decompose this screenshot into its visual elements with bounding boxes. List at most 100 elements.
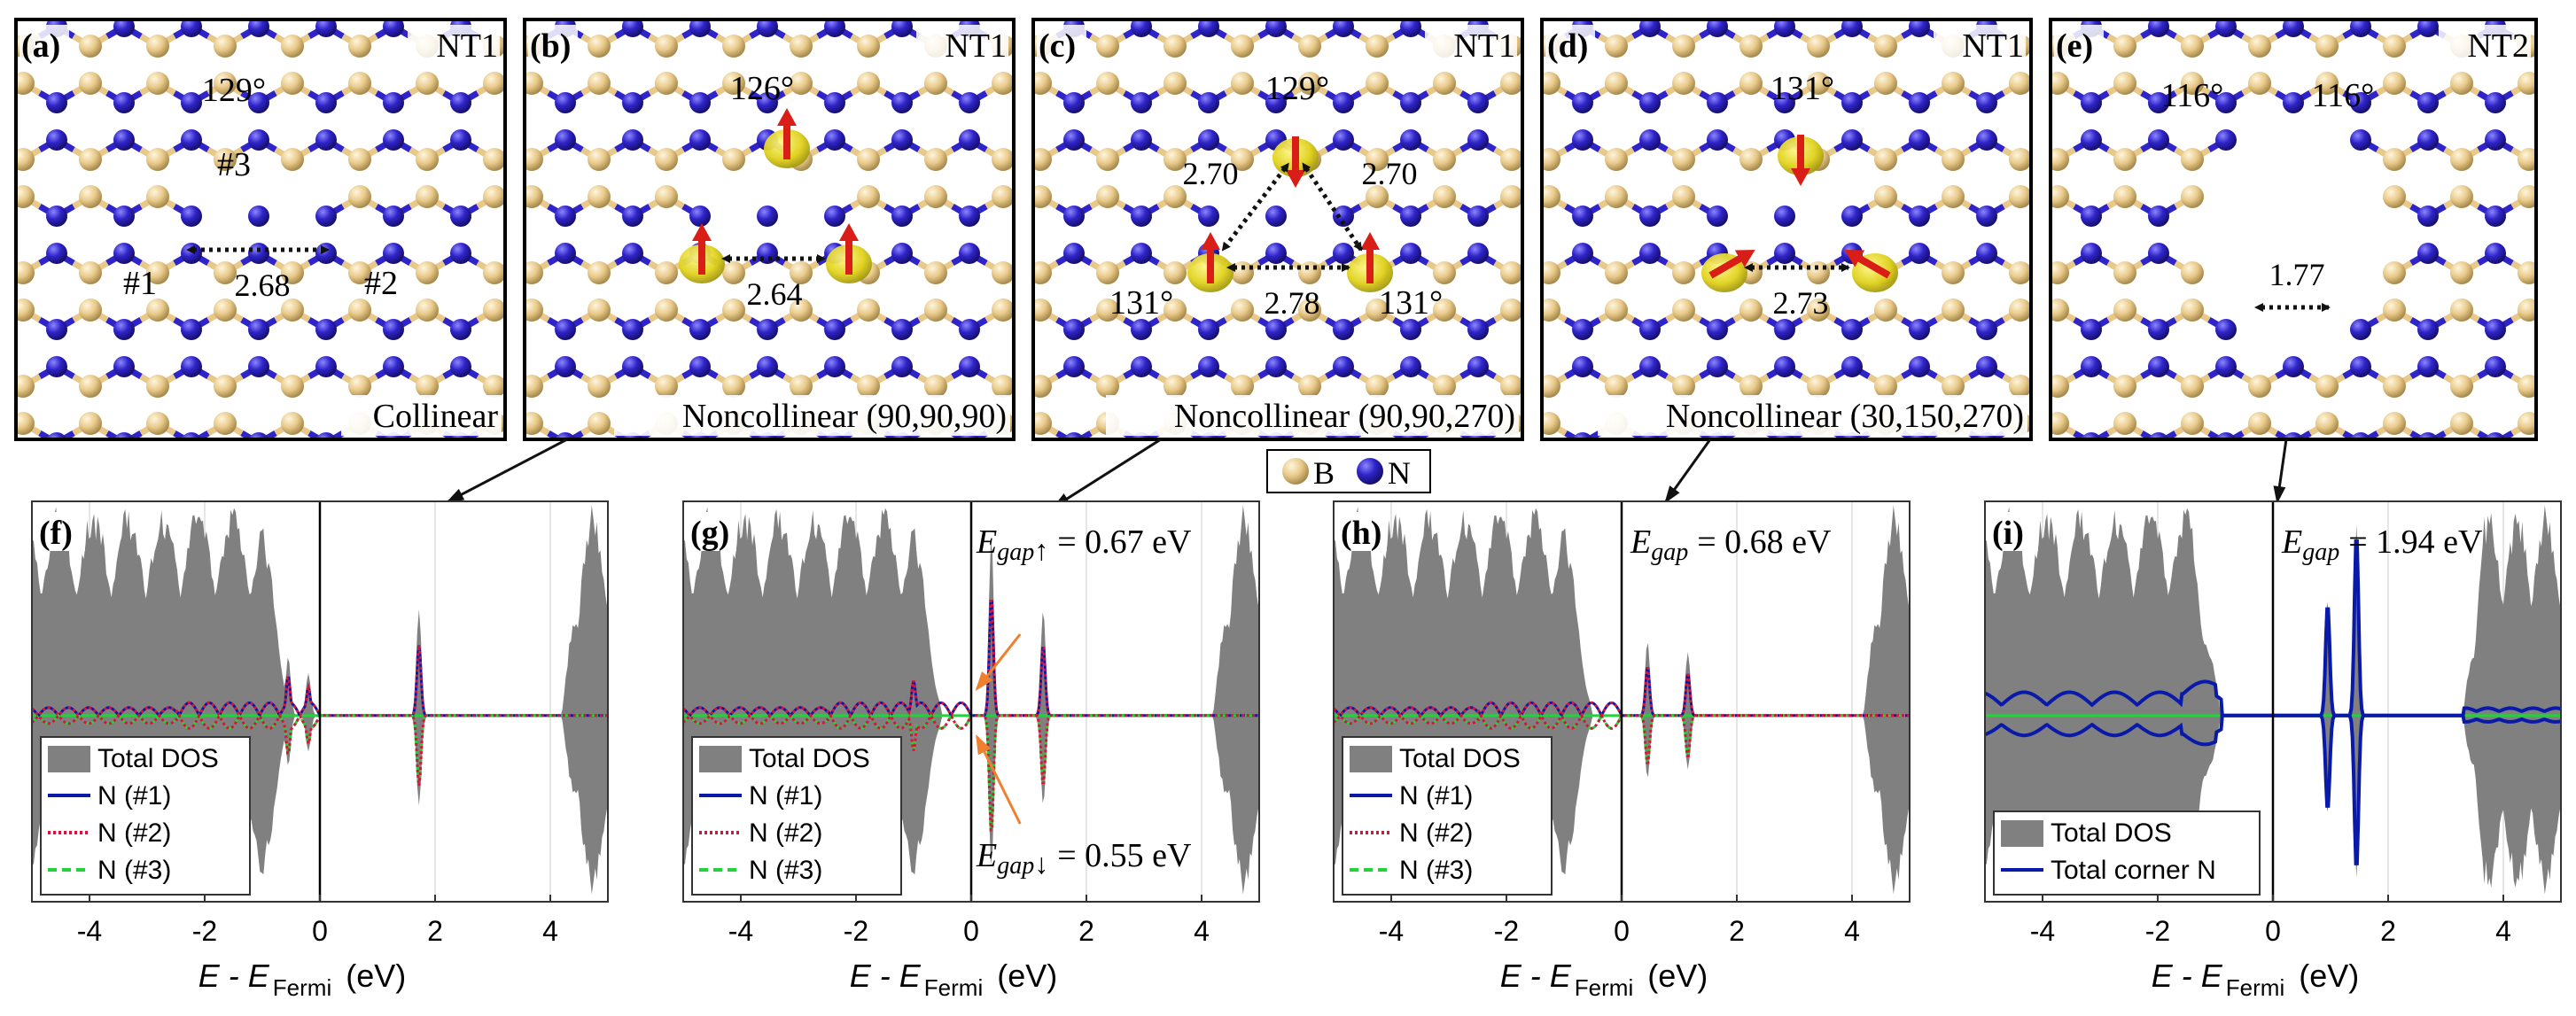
x-axis-label: E - E Fermi (eV) bbox=[1500, 958, 1708, 1001]
tag-bg bbox=[1934, 25, 2026, 64]
bond bbox=[1802, 490, 1818, 500]
nitrogen-atom bbox=[1063, 92, 1085, 113]
boron-atom bbox=[79, 35, 102, 58]
bond bbox=[1734, 490, 1751, 500]
boron-atom bbox=[1163, 261, 1187, 284]
atom-label: #2 bbox=[364, 265, 398, 302]
bond bbox=[1242, 490, 1259, 500]
boron-atom bbox=[1096, 185, 1119, 208]
panel-label: (b) bbox=[530, 27, 571, 65]
bond bbox=[1633, 480, 1650, 490]
bond bbox=[1599, 490, 1616, 500]
boron-atom bbox=[1298, 525, 1321, 548]
boron-atom bbox=[2450, 299, 2473, 322]
nitrogen-atom bbox=[2552, 243, 2573, 264]
gap-spin-arrow: ↓ bbox=[1034, 848, 1048, 880]
boron-atom bbox=[1942, 488, 1965, 511]
bond bbox=[680, 490, 697, 500]
boron-atom bbox=[1366, 72, 1389, 95]
nitrogen-atom bbox=[2283, 19, 2304, 37]
bond bbox=[1498, 480, 1515, 490]
boron-atom bbox=[857, 72, 880, 95]
boron-atom bbox=[79, 261, 102, 284]
boron-atom bbox=[146, 148, 169, 171]
boron-atom bbox=[790, 35, 813, 58]
nitrogen-atom bbox=[383, 19, 404, 37]
distance-value: 2.70 bbox=[1183, 156, 1239, 191]
boron-atom bbox=[281, 148, 304, 171]
bond bbox=[2058, 490, 2074, 500]
boron-atom bbox=[525, 412, 543, 435]
boron-atom bbox=[588, 72, 611, 95]
boron-atom bbox=[146, 185, 169, 208]
boron-atom bbox=[2248, 72, 2271, 95]
bond bbox=[2222, 490, 2239, 500]
spin-arrow-head bbox=[1360, 232, 1380, 250]
boron-atom bbox=[16, 72, 35, 95]
nitrogen-atom bbox=[757, 19, 778, 37]
boron-atom bbox=[2009, 72, 2031, 95]
nitrogen-atom bbox=[824, 356, 845, 377]
nitrogen-atom bbox=[1707, 92, 1728, 113]
nitrogen-atom bbox=[1774, 356, 1795, 377]
bond bbox=[393, 480, 410, 490]
nitrogen-atom bbox=[113, 432, 135, 439]
boron-atom bbox=[1500, 72, 1522, 95]
bond bbox=[633, 547, 650, 556]
boron-atom bbox=[1500, 261, 1522, 284]
boron-atom bbox=[525, 148, 543, 171]
bond bbox=[2563, 253, 2576, 263]
boron-atom bbox=[1163, 72, 1187, 95]
nitrogen-atom bbox=[1707, 19, 1728, 37]
boron-atom bbox=[1739, 35, 1763, 58]
boron-atom bbox=[525, 375, 543, 398]
bond bbox=[784, 490, 801, 500]
bond bbox=[1155, 480, 1171, 490]
dos-chart-0: -4 -2 0 2 4 E - E Fermi (eV) (f) Total DOS N (#1) N… bbox=[31, 500, 609, 1001]
nitrogen-atom bbox=[1841, 319, 1863, 340]
boron-atom bbox=[1542, 148, 1560, 171]
bond bbox=[2239, 480, 2256, 490]
boron-atom bbox=[2518, 299, 2536, 322]
x-tick-label: 2 bbox=[1078, 915, 1094, 947]
boron-atom bbox=[1298, 375, 1321, 398]
boron-atom bbox=[1366, 299, 1389, 322]
bond bbox=[1630, 490, 1646, 500]
boron-atom bbox=[2051, 72, 2069, 95]
bond bbox=[1461, 480, 1478, 490]
bond bbox=[427, 490, 444, 500]
bond bbox=[902, 480, 919, 490]
bond bbox=[1818, 490, 1835, 500]
boron-atom bbox=[1500, 299, 1522, 322]
structure-panel-e: (e) NT2 116° 116° 1.77 bbox=[2049, 18, 2576, 500]
x-tick-label: 0 bbox=[2265, 915, 2281, 947]
nitrogen-atom bbox=[1265, 319, 1287, 340]
bond bbox=[1616, 490, 1633, 500]
x-tick-label: 2 bbox=[427, 915, 443, 947]
bond bbox=[326, 480, 343, 490]
bond bbox=[1886, 490, 1903, 500]
nitrogen-atom bbox=[1841, 206, 1863, 227]
nitrogen-atom bbox=[383, 356, 404, 377]
nitrogen-atom bbox=[1467, 319, 1489, 340]
overlay: (a) NT1 Collinear 129° 2.68 #1 #2 #3 bbox=[19, 25, 502, 436]
boron-atom bbox=[1366, 375, 1389, 398]
boron-atom bbox=[722, 148, 745, 171]
legend-entry: N (#1) bbox=[1399, 781, 1473, 810]
nitrogen-atom bbox=[1572, 356, 1593, 377]
bond bbox=[1023, 490, 1040, 500]
boron-atom bbox=[722, 375, 745, 398]
boron-atom bbox=[1605, 185, 1628, 208]
bond bbox=[868, 490, 885, 500]
nitrogen-atom bbox=[757, 469, 778, 491]
label-bg bbox=[19, 25, 69, 64]
nitrogen-atom bbox=[1909, 19, 1930, 37]
bond bbox=[1919, 547, 1936, 556]
bond bbox=[885, 480, 902, 490]
nitrogen-atom bbox=[996, 469, 1017, 491]
nitrogen-atom bbox=[622, 319, 643, 340]
nitrogen-atom bbox=[2081, 469, 2102, 491]
nitrogen-atom bbox=[2485, 432, 2506, 439]
